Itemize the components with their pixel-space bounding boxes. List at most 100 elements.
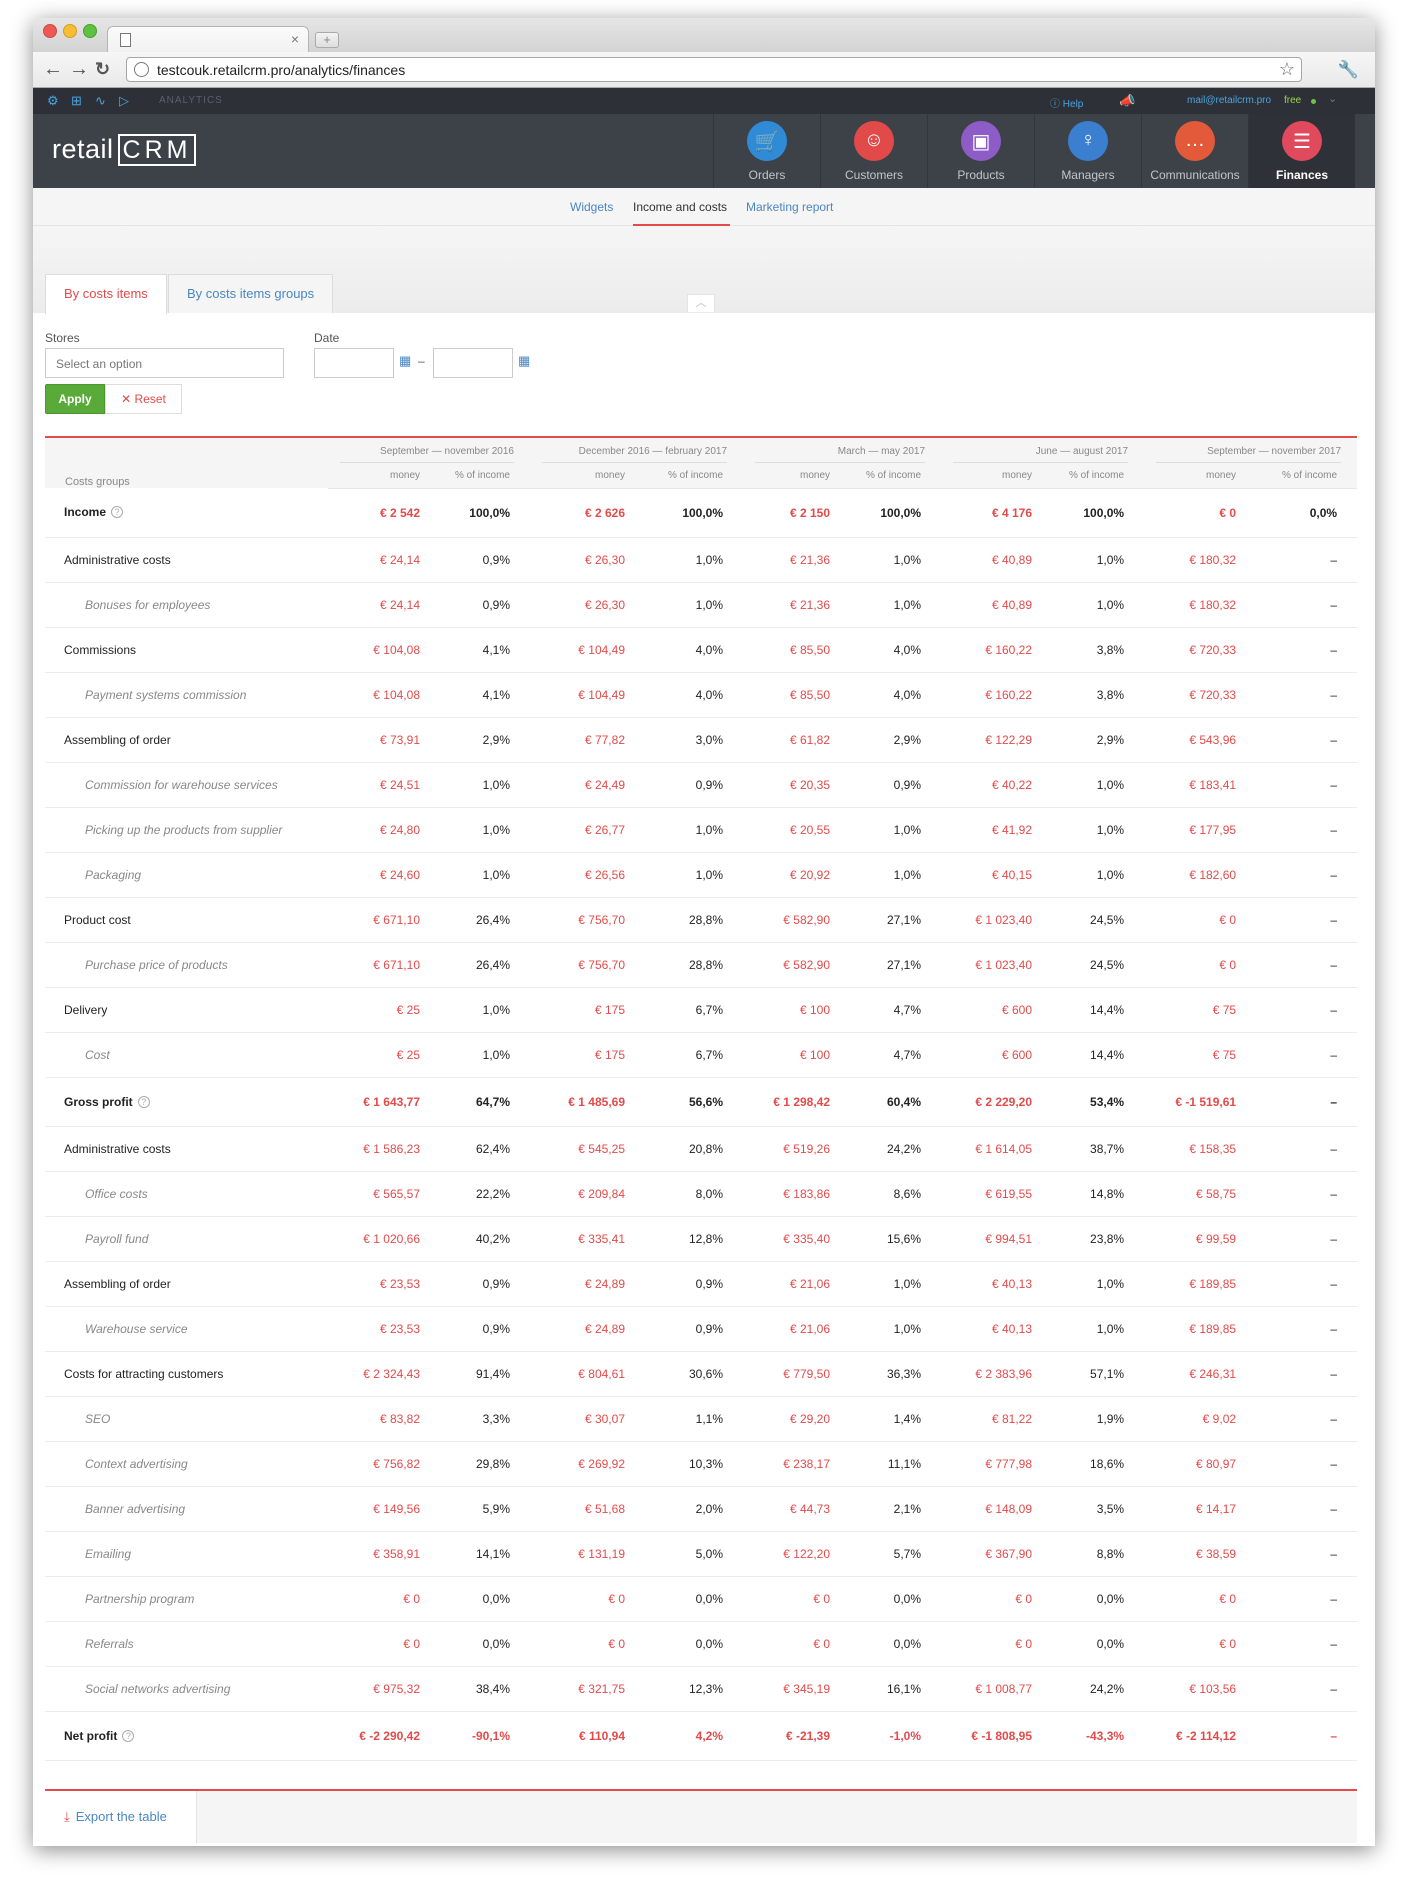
- table-row-subitem: Packaging € 24,60 1,0% € 26,56 1,0% € 20,92 1,…: [45, 852, 1358, 897]
- money-cell: € 582,90: [783, 957, 831, 972]
- money-cell: € 367,90: [985, 1546, 1033, 1561]
- calendar-icon[interactable]: ▦: [399, 353, 412, 368]
- play-icon[interactable]: ▷: [119, 93, 129, 108]
- money-cell: € 1 485,69: [568, 1094, 625, 1109]
- percent-cell: 0,0%: [1309, 505, 1338, 520]
- percent-cell: 100,0%: [682, 505, 724, 520]
- money-cell: € -1 519,61: [1175, 1094, 1237, 1109]
- reload-icon[interactable]: ↻: [95, 59, 111, 79]
- subnav-income-costs[interactable]: Income and costs: [633, 200, 728, 214]
- export-table-button[interactable]: ⤓ Export the table: [45, 1791, 197, 1843]
- percent-cell: 27,1%: [887, 957, 922, 972]
- row-name: Emailing: [85, 1546, 132, 1561]
- new-tab-button[interactable]: +: [315, 32, 339, 48]
- row-name: Assembling of order: [64, 732, 171, 747]
- help-question-icon[interactable]: ?: [122, 1729, 135, 1742]
- stores-select[interactable]: Select an option: [45, 348, 284, 378]
- money-cell: € 2 542: [379, 505, 420, 520]
- percent-cell: 16,1%: [887, 1681, 922, 1696]
- column-header-money: money: [743, 463, 841, 489]
- column-header-money: money: [1144, 463, 1247, 489]
- filter-tabs-area: By costs items By costs items groups ︿: [33, 226, 1375, 314]
- percent-cell: 28,8%: [688, 912, 724, 927]
- percent-cell: 0,0%: [482, 1591, 510, 1606]
- browser-tab[interactable]: ×: [107, 26, 309, 52]
- money-cell: € 180,32: [1189, 552, 1237, 567]
- money-cell: € 23,53: [379, 1276, 420, 1291]
- percent-cell: 12,3%: [688, 1681, 724, 1696]
- date-to-input[interactable]: [433, 348, 513, 378]
- module-orders[interactable]: 🛒 Orders: [713, 114, 820, 188]
- ledger-icon: ☰: [1282, 121, 1322, 161]
- close-window-button[interactable]: [43, 24, 57, 38]
- date-from-input[interactable]: [314, 348, 394, 378]
- row-name-cell: Packaging: [45, 852, 328, 897]
- row-name-cell: Commissions: [45, 627, 328, 672]
- calendar-icon[interactable]: ▦: [518, 353, 531, 368]
- row-name-cell: Office costs: [45, 1171, 328, 1216]
- module-finances[interactable]: ☰ Finances: [1248, 114, 1355, 188]
- chevron-down-icon[interactable]: ⌄: [1328, 93, 1338, 105]
- module-communications[interactable]: … Communications: [1141, 114, 1248, 188]
- percent-cell: 91,4%: [475, 1366, 510, 1381]
- announcements-icon[interactable]: 📣: [1119, 93, 1136, 108]
- reset-button[interactable]: ✕ Reset: [105, 384, 182, 414]
- percent-cell: 4,7%: [893, 1047, 922, 1062]
- percent-cell: 36,3%: [887, 1366, 922, 1381]
- url-text[interactable]: testcouk.retailcrm.pro/analytics/finance…: [157, 62, 406, 78]
- row-name-cell: Cost: [45, 1032, 328, 1077]
- table-row-subitem: Payment systems commission € 104,08 4,1% € …: [45, 672, 1358, 717]
- money-cell: € 9,02: [1202, 1411, 1237, 1426]
- active-tab-underline: [633, 224, 730, 226]
- bookmark-star-icon[interactable]: ☆: [1278, 59, 1295, 79]
- minimize-window-button[interactable]: [63, 24, 77, 38]
- percent-cell: 8,6%: [893, 1186, 922, 1201]
- row-name: Office costs: [85, 1186, 148, 1201]
- money-cell: € 994,51: [985, 1231, 1033, 1246]
- collapse-chevron-up-icon[interactable]: ︿: [687, 294, 715, 312]
- analytics-chart-icon[interactable]: ∿: [95, 93, 106, 108]
- percent-cell: 4,1%: [482, 687, 510, 702]
- tab-by-costs-items-groups[interactable]: By costs items groups: [168, 274, 334, 313]
- subnav-marketing-report[interactable]: Marketing report: [746, 200, 834, 214]
- zoom-window-button[interactable]: [83, 24, 97, 38]
- column-header-pct: % of income: [1246, 463, 1358, 489]
- orders-mini-icon[interactable]: ⊞: [71, 93, 82, 108]
- browser-window: × + ← → ↻ testcouk.retailcrm.pro/analyti…: [33, 18, 1375, 1846]
- row-name: Commissions: [64, 642, 137, 657]
- tab-by-costs-items[interactable]: By costs items: [45, 274, 167, 314]
- row-name-cell: Picking up the products from supplier: [45, 807, 328, 852]
- help-link[interactable]: ⓘ Help: [1050, 99, 1084, 110]
- help-question-icon[interactable]: ?: [111, 506, 124, 519]
- help-question-icon[interactable]: ?: [137, 1095, 150, 1108]
- address-bar[interactable]: testcouk.retailcrm.pro/analytics/finance…: [126, 57, 1302, 82]
- column-header-pct: % of income: [635, 463, 744, 489]
- money-cell: € 85,50: [789, 687, 831, 702]
- period-label: June — august 2017: [953, 446, 1129, 463]
- module-products[interactable]: ▣ Products: [927, 114, 1034, 188]
- money-cell: € 24,80: [379, 822, 420, 837]
- table-row-subitem: Cost € 25 1,0% € 175 6,7% € 100 4,7% € 600 14,4%…: [45, 1032, 1358, 1077]
- apply-button[interactable]: Apply: [45, 384, 105, 414]
- percent-cell: 62,4%: [475, 1141, 510, 1156]
- logo-crm-text: CRM: [117, 134, 197, 166]
- percent-cell: 1,0%: [1096, 777, 1125, 792]
- money-cell: € 180,32: [1189, 597, 1237, 612]
- forward-arrow-icon[interactable]: →: [69, 58, 89, 80]
- online-status-dot: [1311, 99, 1316, 104]
- percent-cell: 4,0%: [695, 642, 724, 657]
- report-body: Income? € 2 542 100,0% € 2 626 100,0% € 2 150…: [45, 488, 1358, 1760]
- settings-gear-icon[interactable]: ⚙: [47, 93, 59, 108]
- close-tab-icon[interactable]: ×: [290, 31, 299, 47]
- percent-cell: –: [1330, 957, 1338, 972]
- retailcrm-logo[interactable]: retail CRM: [52, 134, 197, 166]
- module-customers[interactable]: ☺ Customers: [820, 114, 927, 188]
- subnav-widgets[interactable]: Widgets: [570, 200, 614, 214]
- row-name-cell: Costs for attracting customers: [45, 1351, 328, 1396]
- row-name: Picking up the products from supplier: [85, 822, 283, 837]
- back-arrow-icon[interactable]: ←: [43, 58, 63, 80]
- module-managers[interactable]: ♀ Managers: [1034, 114, 1141, 188]
- wrench-icon[interactable]: 🔧: [1337, 60, 1359, 79]
- user-email[interactable]: mail@retailcrm.pro: [1187, 95, 1272, 106]
- money-cell: € 0: [1219, 957, 1237, 972]
